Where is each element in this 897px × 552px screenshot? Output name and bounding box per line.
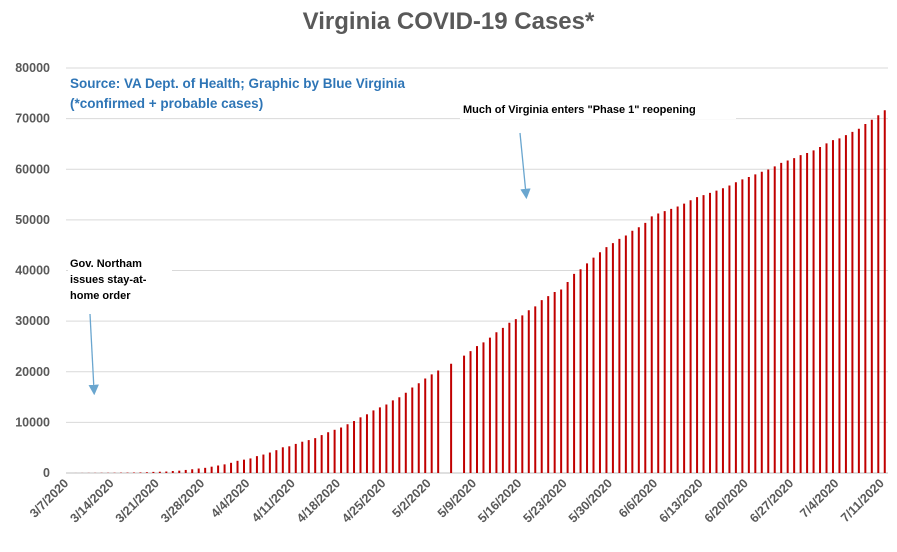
x-tick-label: 4/11/2020 — [249, 476, 298, 525]
x-tick-label: 3/28/2020 — [158, 476, 207, 525]
annotation-reopening: Much of Virginia enters "Phase 1" reopen… — [460, 101, 736, 119]
y-tick-label: 0 — [43, 466, 50, 480]
x-tick-label: 5/9/2020 — [435, 476, 479, 520]
y-tick-label: 30000 — [15, 314, 50, 328]
annotation-stay-at-home: Gov. Northam issues stay-at- home order — [68, 255, 172, 305]
x-tick-label: 7/11/2020 — [838, 476, 887, 525]
x-tick-label: 7/4/2020 — [797, 476, 841, 520]
y-tick-label: 10000 — [15, 415, 50, 429]
y-tick-label: 40000 — [15, 264, 50, 278]
x-tick-label: 5/2/2020 — [389, 476, 433, 520]
y-tick-label: 80000 — [15, 61, 50, 75]
y-tick-label: 60000 — [15, 162, 50, 176]
source-line: Source: VA Dept. of Health; Graphic by B… — [70, 76, 406, 91]
x-tick-label: 6/20/2020 — [702, 476, 751, 525]
x-tick-label: 4/18/2020 — [294, 476, 343, 525]
x-tick-label: 5/23/2020 — [521, 476, 570, 525]
x-tick-label: 3/21/2020 — [113, 476, 162, 525]
y-tick-label: 50000 — [15, 213, 50, 227]
x-tick-label: 3/7/2020 — [27, 476, 71, 520]
y-tick-label: 20000 — [15, 365, 50, 379]
x-tick-label: 5/30/2020 — [566, 476, 615, 525]
x-tick-label: 6/6/2020 — [616, 476, 660, 520]
x-tick-label: 6/13/2020 — [656, 476, 705, 525]
x-tick-label: 6/27/2020 — [747, 476, 796, 525]
arrow-stay-at-home — [88, 313, 99, 396]
arrow-reopening — [519, 132, 531, 200]
x-tick-label: 4/4/2020 — [208, 476, 252, 520]
chart-title: Virginia COVID-19 Cases* — [302, 8, 595, 35]
y-tick-label: 70000 — [15, 112, 50, 126]
x-tick-label: 5/16/2020 — [475, 476, 524, 525]
source-note: Source: VA Dept. of Health; Graphic by B… — [70, 74, 470, 114]
x-tick-label: 4/25/2020 — [339, 476, 388, 525]
source-subline: (*confirmed + probable cases) — [70, 96, 264, 111]
x-tick-label: 3/14/2020 — [67, 476, 116, 525]
